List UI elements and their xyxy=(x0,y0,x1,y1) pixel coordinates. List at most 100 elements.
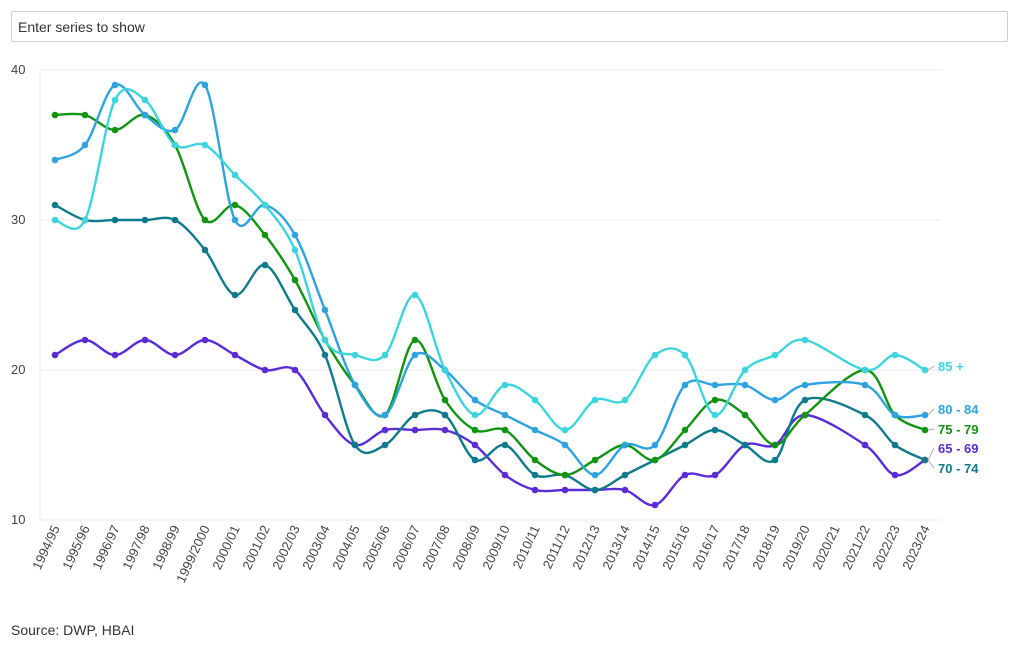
data-point-80-84 xyxy=(471,396,479,404)
data-point-65-69 xyxy=(81,336,89,344)
data-point-85 xyxy=(681,351,689,359)
x-tick-label: 2012/13 xyxy=(569,523,602,572)
x-axis-ticks: 1994/951995/961996/971997/981998/991999/… xyxy=(29,523,932,585)
data-point-70-74 xyxy=(441,411,449,419)
x-tick-label: 2014/15 xyxy=(629,523,662,572)
x-tick-label: 2016/17 xyxy=(689,523,722,572)
series-line-85 xyxy=(54,88,926,432)
x-tick-label: 2013/14 xyxy=(599,523,632,572)
data-point-75-79 xyxy=(261,231,269,239)
data-point-80-84 xyxy=(741,381,749,389)
data-point-70-74 xyxy=(591,486,599,494)
series-label-70-74: 70 - 74 xyxy=(938,461,979,476)
data-point-85 xyxy=(411,291,419,299)
data-point-65-69 xyxy=(411,426,419,434)
label-connector xyxy=(927,365,935,371)
data-point-80-84 xyxy=(51,156,59,164)
data-point-85 xyxy=(441,366,449,374)
data-point-70-74 xyxy=(861,411,869,419)
data-point-75-79 xyxy=(591,456,599,464)
series-points xyxy=(51,81,929,509)
data-point-75-79 xyxy=(651,456,659,464)
data-point-75-79 xyxy=(771,441,779,449)
data-point-70-74 xyxy=(51,201,59,209)
series-end-labels: 65 - 69 70 - 74 75 - 79 80 - 84 85 + xyxy=(927,359,979,476)
data-point-65-69 xyxy=(51,351,59,359)
data-point-65-69 xyxy=(861,441,869,449)
data-point-80-84 xyxy=(921,411,929,419)
data-point-85 xyxy=(381,351,389,359)
data-point-85 xyxy=(111,96,119,104)
data-point-65-69 xyxy=(561,486,569,494)
x-tick-label: 2015/16 xyxy=(659,523,692,572)
data-point-70-74 xyxy=(471,456,479,464)
series-search-input[interactable] xyxy=(12,12,1007,41)
data-point-80-84 xyxy=(591,471,599,479)
data-point-80-84 xyxy=(711,381,719,389)
data-point-85 xyxy=(861,366,869,374)
data-point-80-84 xyxy=(891,411,899,419)
data-point-75-79 xyxy=(201,216,209,224)
y-tick-label: 30 xyxy=(11,212,25,227)
data-point-80-84 xyxy=(771,396,779,404)
data-point-70-74 xyxy=(261,261,269,269)
data-point-65-69 xyxy=(141,336,149,344)
data-point-75-79 xyxy=(681,426,689,434)
data-point-85 xyxy=(321,336,329,344)
data-point-75-79 xyxy=(471,426,479,434)
data-point-70-74 xyxy=(141,216,149,224)
x-tick-label: 2011/12 xyxy=(540,523,573,571)
data-point-70-74 xyxy=(291,306,299,314)
data-point-65-69 xyxy=(321,411,329,419)
data-point-85 xyxy=(471,411,479,419)
series-label-65-69: 65 - 69 xyxy=(938,441,978,456)
label-connector xyxy=(927,408,935,416)
x-tick-label: 1998/99 xyxy=(149,523,182,572)
data-point-65-69 xyxy=(111,351,119,359)
series-search-box[interactable] xyxy=(11,11,1008,42)
data-point-85 xyxy=(171,141,179,149)
label-connector xyxy=(927,459,935,469)
data-point-70-74 xyxy=(111,216,119,224)
data-point-75-79 xyxy=(81,111,89,119)
series-line-65-69 xyxy=(54,338,926,507)
x-tick-label: 2021/22 xyxy=(839,523,872,572)
data-point-80-84 xyxy=(531,426,539,434)
data-point-80-84 xyxy=(171,126,179,134)
data-point-70-74 xyxy=(741,441,749,449)
data-point-85 xyxy=(711,411,719,419)
data-point-80-84 xyxy=(501,411,509,419)
y-tick-label: 40 xyxy=(11,62,25,77)
data-point-80-84 xyxy=(621,441,629,449)
data-point-75-79 xyxy=(291,276,299,284)
data-point-75-79 xyxy=(921,426,929,434)
data-point-80-84 xyxy=(201,81,209,89)
series-label-80-84: 80 - 84 xyxy=(938,402,979,417)
data-point-65-69 xyxy=(291,366,299,374)
data-point-85 xyxy=(801,336,809,344)
x-tick-label: 2006/07 xyxy=(389,523,422,572)
data-point-85 xyxy=(741,366,749,374)
data-point-70-74 xyxy=(921,456,929,464)
data-point-65-69 xyxy=(201,336,209,344)
data-point-80-84 xyxy=(141,111,149,119)
data-point-70-74 xyxy=(621,471,629,479)
data-point-65-69 xyxy=(471,441,479,449)
x-tick-label: 2010/11 xyxy=(510,523,543,571)
data-point-70-74 xyxy=(381,441,389,449)
data-point-80-84 xyxy=(681,381,689,389)
x-tick-label: 1997/98 xyxy=(119,523,152,572)
series-label-85: 85 + xyxy=(938,359,964,374)
data-point-70-74 xyxy=(411,411,419,419)
data-point-70-74 xyxy=(531,471,539,479)
data-point-75-79 xyxy=(531,456,539,464)
x-tick-label: 2002/03 xyxy=(269,523,302,572)
data-point-70-74 xyxy=(801,396,809,404)
x-tick-label: 2009/10 xyxy=(479,523,512,572)
data-point-70-74 xyxy=(711,426,719,434)
data-point-70-74 xyxy=(681,441,689,449)
data-point-85 xyxy=(291,246,299,254)
data-point-65-69 xyxy=(261,366,269,374)
data-point-85 xyxy=(51,216,59,224)
data-point-85 xyxy=(771,351,779,359)
